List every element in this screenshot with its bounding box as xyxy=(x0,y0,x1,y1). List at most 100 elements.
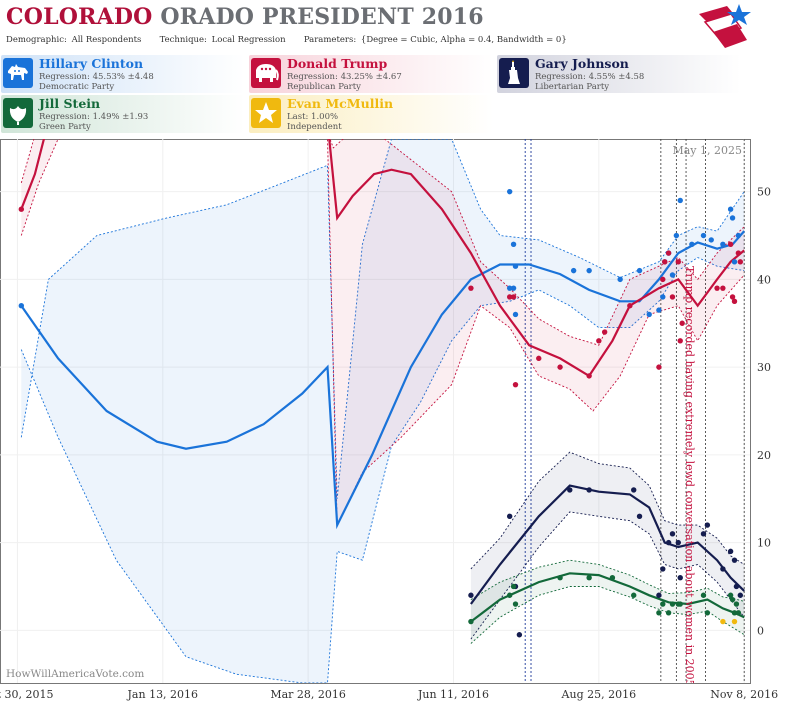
poll-point xyxy=(731,610,738,616)
plot-area: Trump recorded having extremely lewd con… xyxy=(0,139,760,683)
poll-point xyxy=(729,596,736,603)
parameters-value: {Degree = Cubic, Alpha = 0.4, Bandwidth … xyxy=(360,35,567,45)
poll-point xyxy=(656,364,662,370)
poll-point xyxy=(677,601,683,607)
poll-point xyxy=(506,285,513,291)
poll-point xyxy=(720,618,726,625)
poll-point xyxy=(669,531,676,537)
poll-point xyxy=(735,232,742,239)
poll-point xyxy=(665,539,672,546)
x-tick-label: Jun 11, 2016 xyxy=(417,688,489,701)
confidence-upper-line xyxy=(20,139,745,346)
poll-point xyxy=(675,259,681,265)
title-rest: ORADO PRESIDENT 2016 xyxy=(160,4,484,30)
poll-point xyxy=(510,294,517,300)
poll-point xyxy=(586,575,592,581)
poll-point xyxy=(727,548,734,555)
poll-point xyxy=(733,601,740,607)
candidate-name: Hillary Clinton xyxy=(39,56,144,71)
poll-point xyxy=(677,197,683,204)
poll-point xyxy=(468,285,474,291)
plot-frame xyxy=(0,139,751,684)
confidence-lower-line xyxy=(470,511,745,640)
poll-point xyxy=(617,276,623,283)
poll-point xyxy=(677,575,683,581)
poll-point xyxy=(669,294,676,300)
poll-point xyxy=(669,601,676,607)
poll-point xyxy=(636,267,643,274)
poll-point xyxy=(714,285,720,291)
poll-point xyxy=(662,259,668,265)
poll-point xyxy=(646,311,652,318)
poll-point xyxy=(627,303,633,309)
candidate-party: Libertarian Party xyxy=(535,82,610,92)
candidate-name: Jill Stein xyxy=(39,96,101,111)
poll-point xyxy=(586,267,592,274)
confidence-lower-line xyxy=(20,256,745,683)
poll-point xyxy=(631,487,637,493)
statue-of-liberty-icon xyxy=(499,58,529,88)
poll-point xyxy=(677,338,683,344)
poll-point xyxy=(468,618,474,625)
y-tick-label: 10 xyxy=(757,537,771,550)
poll-point xyxy=(731,259,738,265)
title-state: COLORADO xyxy=(6,4,153,30)
technique-label: Technique: xyxy=(159,35,207,45)
poll-point xyxy=(720,241,726,247)
confidence-band xyxy=(21,139,745,526)
candidate-card-johnson: Gary Johnson Regression: 4.55% ±4.58 Lib… xyxy=(497,55,741,93)
poll-point xyxy=(512,311,519,318)
poll-point xyxy=(510,241,517,247)
candidate-regression: Regression: 4.55% ±4.58 xyxy=(535,72,645,82)
poll-point xyxy=(510,285,517,291)
poll-point xyxy=(679,320,685,326)
candidate-last: Last: 1.00% xyxy=(287,112,339,122)
poll-point xyxy=(586,373,592,379)
flag-star-logo-icon xyxy=(699,4,751,48)
poll-point xyxy=(727,592,734,598)
poll-point xyxy=(510,583,517,590)
candidate-party: Independent xyxy=(287,122,342,132)
poll-point xyxy=(727,241,734,247)
poll-point xyxy=(609,575,616,581)
poll-point xyxy=(656,307,662,313)
poll-point xyxy=(737,592,744,598)
candidate-name: Donald Trump xyxy=(287,56,388,71)
candidate-card-stein: Jill Stein Regression: 1.49% ±1.93 Green… xyxy=(1,95,245,133)
regression-line xyxy=(20,139,745,378)
poll-point xyxy=(468,592,474,598)
poll-point xyxy=(601,329,608,335)
poll-point xyxy=(700,531,707,537)
poll-point xyxy=(586,487,592,493)
candidate-card-trump: Donald Trump Regression: 43.25% ±4.67 Re… xyxy=(249,55,493,93)
x-tick-label: Aug 25, 2016 xyxy=(561,688,637,701)
poll-point xyxy=(567,487,573,493)
poll-point xyxy=(729,294,736,300)
annotation-label: Colorado Presidential Election xyxy=(747,506,760,677)
poll-point xyxy=(669,272,676,278)
y-tick-label: 30 xyxy=(757,361,771,374)
elephant-icon xyxy=(251,58,281,88)
y-tick-label: 20 xyxy=(757,449,771,462)
poll-point xyxy=(512,601,519,607)
regression-chart: Trump recorded having extremely lewd con… xyxy=(0,139,778,701)
poll-point xyxy=(700,232,707,239)
candidate-party: Republican Party xyxy=(287,82,361,92)
poll-point xyxy=(18,303,25,309)
demographic-value: All Respondents xyxy=(71,35,142,45)
confidence-band xyxy=(470,452,745,640)
y-tick-label: 50 xyxy=(757,186,771,199)
poll-point xyxy=(735,610,742,616)
date-label: May 1, 2025 xyxy=(672,144,742,157)
poll-point xyxy=(557,364,563,370)
poll-point xyxy=(636,513,643,519)
poll-point xyxy=(731,557,738,563)
poll-point xyxy=(512,263,519,269)
poll-point xyxy=(516,632,523,638)
x-tick-label: Mar 28, 2016 xyxy=(270,688,346,701)
candidate-regression: Regression: 1.49% ±1.93 xyxy=(39,112,149,122)
candidate-party: Green Party xyxy=(39,122,91,132)
candidate-party: Democratic Party xyxy=(39,82,115,92)
poll-point xyxy=(506,513,513,519)
technique-value: Local Regression xyxy=(211,35,286,45)
